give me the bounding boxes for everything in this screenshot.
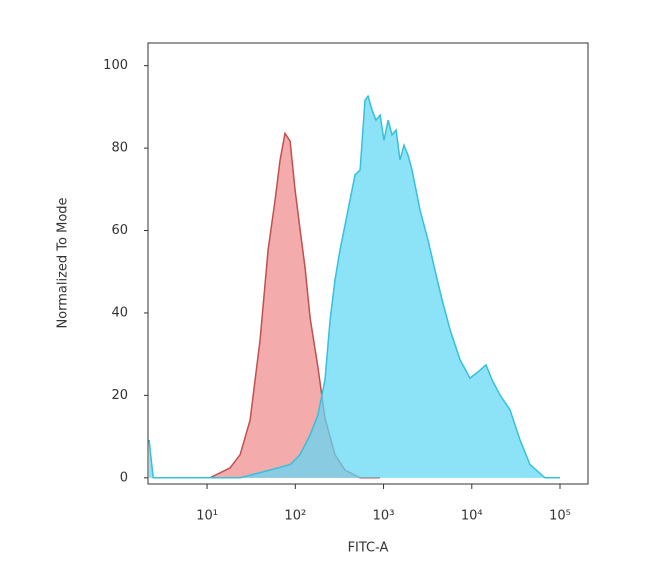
- y-tick-label: 40: [111, 305, 128, 320]
- y-tick-label: 20: [111, 388, 128, 403]
- plot-area: [148, 94, 560, 479]
- y-tick-label: 80: [111, 141, 128, 156]
- y-tick-label: 0: [120, 470, 128, 485]
- area-fill: [149, 96, 560, 478]
- x-tick-label: 10³: [373, 509, 395, 524]
- y-tick-label: 100: [103, 58, 128, 73]
- plot-frame: [147, 42, 589, 485]
- x-tick-label: 10²: [284, 509, 306, 524]
- x-tick-label: 10⁴: [461, 509, 483, 524]
- area-outline: [148, 94, 560, 479]
- x-axis-label: FITC-A: [348, 541, 389, 556]
- y-tick-label: 60: [111, 223, 128, 238]
- x-tick-label: 10¹: [196, 509, 218, 524]
- area-fill: [190, 133, 381, 478]
- y-axis-label: Normalized To Mode: [56, 197, 71, 328]
- x-tick-label: 10⁵: [549, 509, 571, 524]
